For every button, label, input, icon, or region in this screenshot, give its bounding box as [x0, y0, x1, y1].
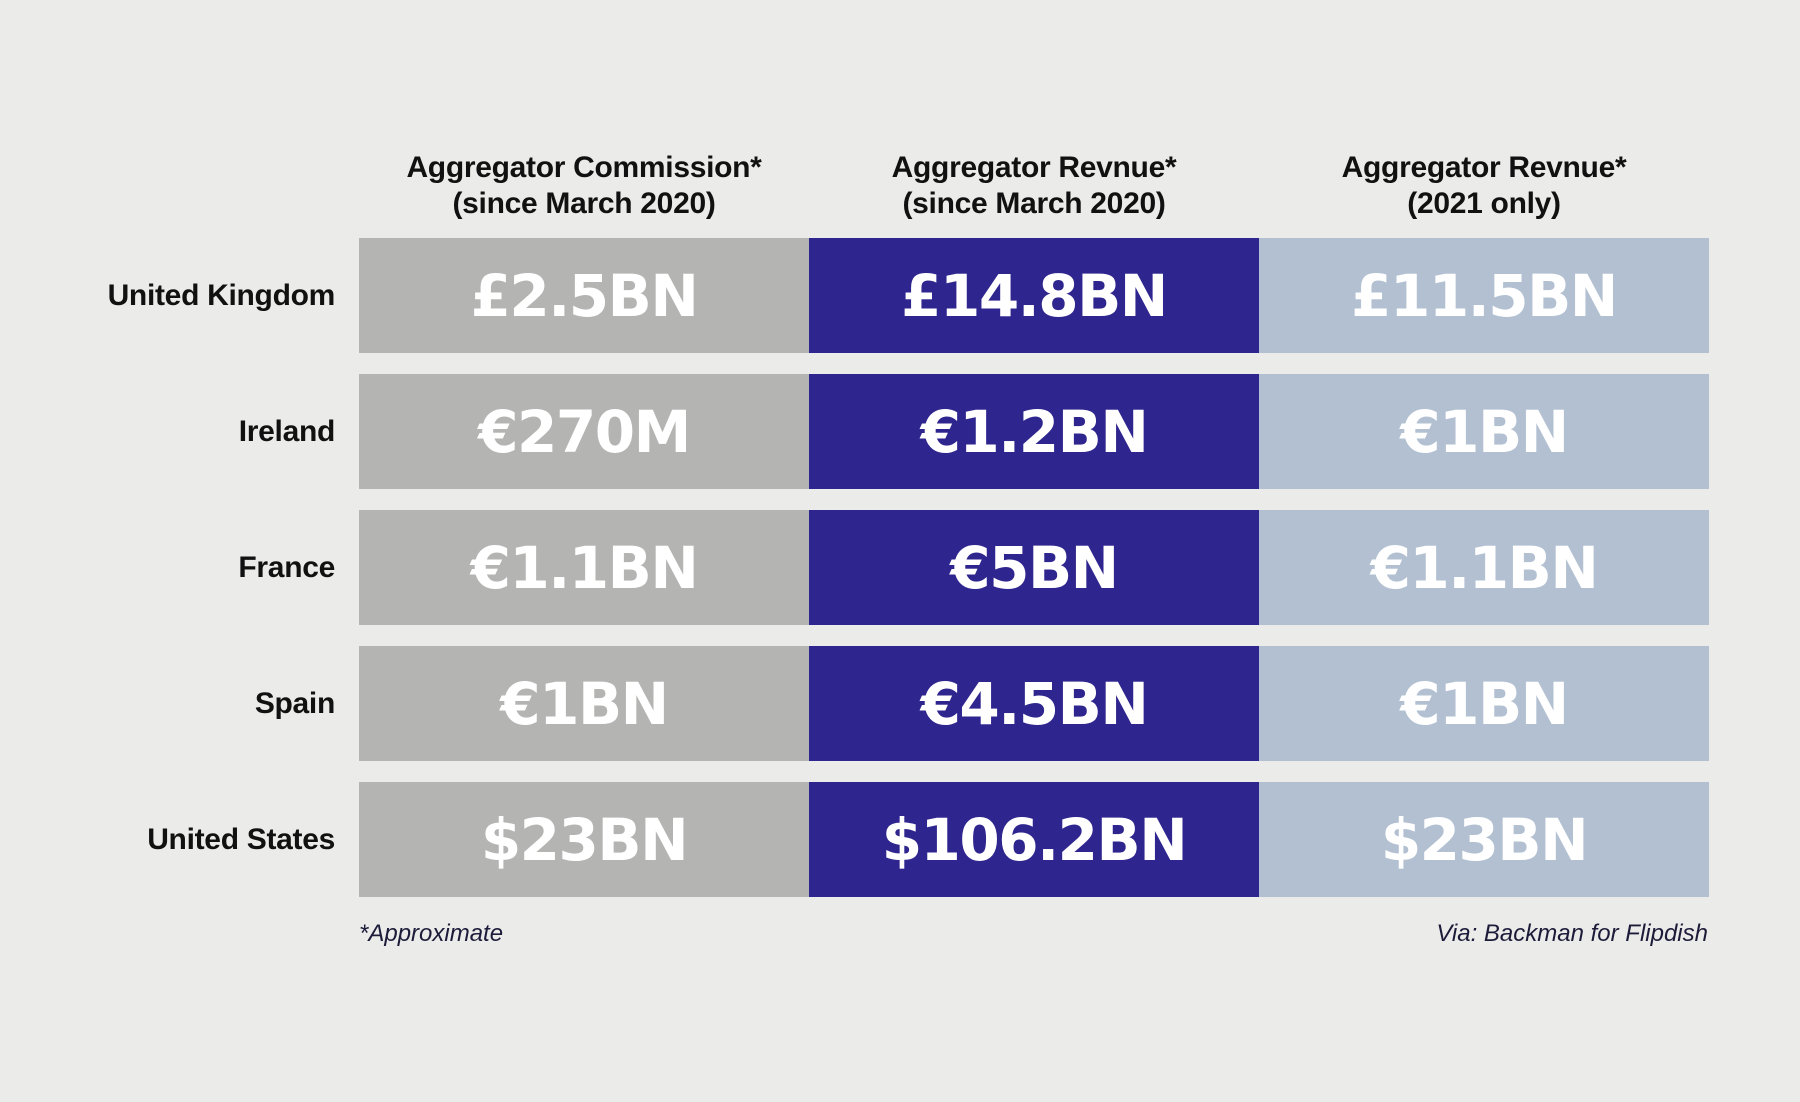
column-header-line1: Aggregator Revnue*: [1341, 151, 1627, 184]
column-header-revenue-since-2020: Aggregator Revnue* (since March 2020): [809, 150, 1259, 222]
cell-spain-revenue-since-2020: €4.5BN: [809, 646, 1259, 761]
cell-uk-revenue-since-2020: £14.8BN: [809, 238, 1259, 353]
cell-spain-revenue-2021: €1BN: [1259, 646, 1709, 761]
row-label-ireland: Ireland: [238, 414, 336, 448]
cell-us-commission: $23BN: [359, 782, 809, 897]
cell-uk-commission: £2.5BN: [359, 238, 809, 353]
cell-ireland-revenue-2021: €1BN: [1259, 374, 1709, 489]
column-header-line1: Aggregator Commission*: [406, 151, 762, 184]
cell-ireland-revenue-since-2020: €1.2BN: [809, 374, 1259, 489]
footnote-approximate: *Approximate: [359, 920, 504, 947]
column-header-commission: Aggregator Commission* (since March 2020…: [359, 150, 809, 222]
row-label-united-kingdom: United Kingdom: [107, 278, 336, 312]
row-label-france: France: [238, 550, 335, 584]
cell-france-commission: €1.1BN: [359, 510, 809, 625]
column-header-revenue-2021: Aggregator Revnue* (2021 only): [1259, 150, 1709, 222]
cell-france-revenue-2021: €1.1BN: [1259, 510, 1709, 625]
row-label-united-states: United States: [147, 822, 335, 856]
cell-us-revenue-2021: $23BN: [1259, 782, 1709, 897]
column-header-line2: (since March 2020): [902, 187, 1166, 220]
column-header-line2: (2021 only): [1407, 187, 1561, 220]
row-label-spain: Spain: [254, 686, 335, 720]
cell-france-revenue-since-2020: €5BN: [809, 510, 1259, 625]
footnote-source: Via: Backman for Flipdish: [1436, 920, 1708, 947]
column-header-line2: (since March 2020): [452, 187, 716, 220]
cell-uk-revenue-2021: £11.5BN: [1259, 238, 1709, 353]
cell-spain-commission: €1BN: [359, 646, 809, 761]
cell-ireland-commission: €270M: [359, 374, 809, 489]
cell-us-revenue-since-2020: $106.2BN: [809, 782, 1259, 897]
column-header-line1: Aggregator Revnue*: [891, 151, 1177, 184]
